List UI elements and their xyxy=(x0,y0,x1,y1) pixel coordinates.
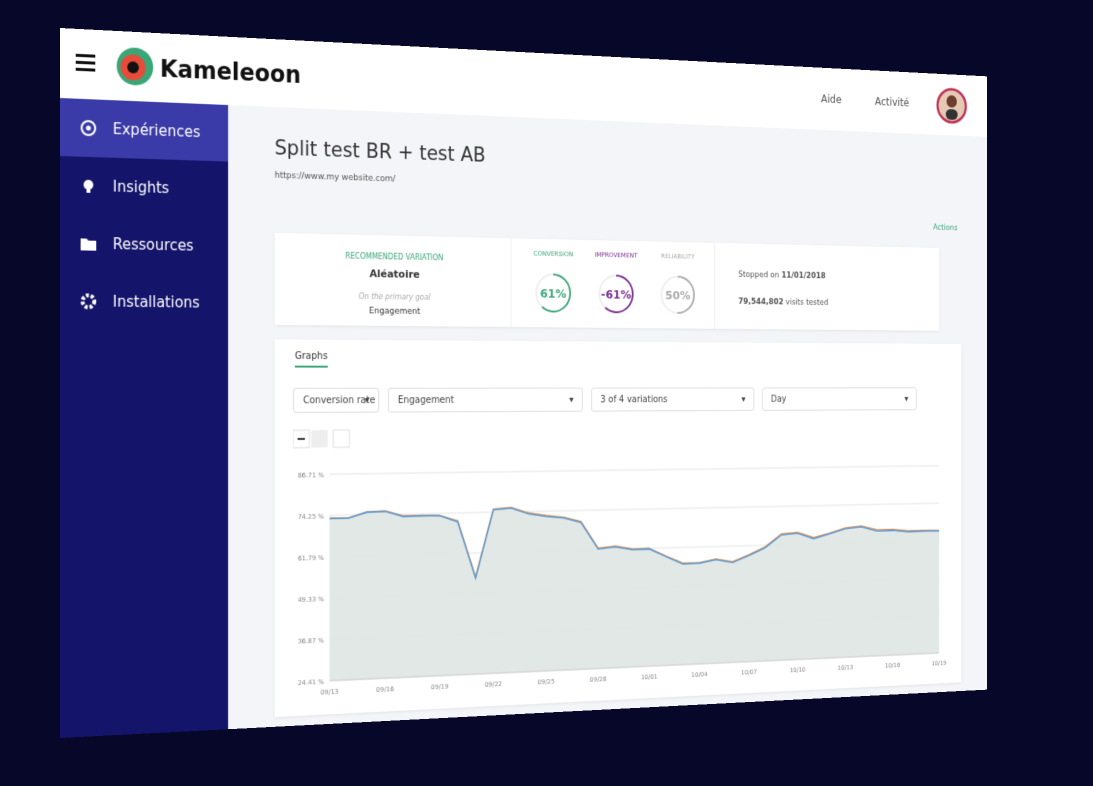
app-window: Kameleoon Aide Activité Expériences Insi… xyxy=(60,28,988,738)
header: Kameleoon Aide Activité xyxy=(60,28,988,137)
stopped-info: Stopped on 11/01/2018 xyxy=(738,270,825,280)
nav-item[interactable]: Installations xyxy=(60,272,228,331)
header-icons xyxy=(75,53,96,72)
chart: 24.41 % 36.87 % 49.33 % 61.79 % 74.25 % 86.71… xyxy=(298,452,947,697)
x-tick-label: 10/01 xyxy=(641,673,658,681)
x-tick-label: 10/07 xyxy=(741,668,757,676)
recommended-label: RECOMMENDED VARIATION xyxy=(345,251,444,263)
nav-item[interactable]: Insights xyxy=(60,156,228,218)
y-tick-label: 86.71 % xyxy=(298,471,325,479)
recommended-value: Aléatoire xyxy=(369,267,420,281)
actions-menu[interactable]: Actions xyxy=(933,223,958,233)
y-tick-label: 61.79 % xyxy=(298,554,325,562)
summary-card: RECOMMENDED VARIATION Aléatoire On the p… xyxy=(274,232,940,331)
visits-info: 79,544,802 visits tested xyxy=(738,297,828,307)
graph-card: Graphs Conversion rate Engagement 3 of 4… xyxy=(274,339,962,718)
grid-line xyxy=(330,503,939,515)
area-fill xyxy=(329,499,940,681)
activity-link[interactable]: Activité xyxy=(874,95,910,110)
goal-label: On the primary goal xyxy=(358,292,431,302)
stats: CONVERSION 61% IMPROVEMENT -61% RELIABILITY 5… xyxy=(515,250,714,328)
graphs-tab[interactable]: Graphs xyxy=(294,351,328,368)
goal-value: Engagement xyxy=(369,306,421,317)
stat-label: IMPROVEMENT xyxy=(595,251,639,259)
filter-select[interactable]: 3 of 4 variations xyxy=(591,387,755,412)
x-tick-label: 09/13 xyxy=(320,688,338,697)
page-title: Split test BR + test AB xyxy=(274,136,486,167)
filter-select[interactable]: Day xyxy=(762,387,917,411)
stat-label: RELIABILITY xyxy=(661,253,695,261)
y-tick-label: 24.41 % xyxy=(298,678,325,687)
nav-label: Ressources xyxy=(112,235,194,255)
stopped-date: 11/01/2018 xyxy=(781,271,826,281)
nav-item[interactable]: Ressources xyxy=(60,214,228,275)
y-tick-label: 74.25 % xyxy=(298,513,325,521)
nav-label: Insights xyxy=(112,177,170,198)
logo-text: Kameleoon xyxy=(159,54,301,89)
nav-label: Expériences xyxy=(112,120,201,142)
sidebar: Expériences Insights Ressources Installa… xyxy=(60,98,229,738)
x-tick-label: 10/10 xyxy=(790,666,806,674)
x-tick-label: 10/13 xyxy=(838,664,854,672)
visits-count: 79,544,802 xyxy=(738,297,784,308)
filter-select[interactable]: Conversion rate xyxy=(293,387,380,413)
x-tick-label: 09/25 xyxy=(538,678,555,686)
x-tick-label: 09/22 xyxy=(485,680,502,688)
y-tick-label: 36.87 % xyxy=(298,637,325,646)
nav-item[interactable]: Expériences xyxy=(60,98,229,162)
grid-line xyxy=(330,466,939,475)
logo-mark xyxy=(116,46,154,87)
help-link[interactable]: Aide xyxy=(820,92,842,106)
stat-value: 61% xyxy=(540,287,566,301)
x-tick-label: 09/16 xyxy=(376,685,394,694)
nav-label: Installations xyxy=(112,292,200,312)
stat-label: CONVERSION xyxy=(533,250,573,258)
stat-value: 50% xyxy=(665,289,690,303)
main: Split test BR + test AB https://www.my w… xyxy=(228,105,987,729)
page-url: https://www.my website.com/ xyxy=(274,170,396,185)
stopped-label: Stopped on xyxy=(738,270,780,281)
x-tick-label: 10/04 xyxy=(691,671,708,679)
x-tick-label: 10/16 xyxy=(885,662,900,670)
stat-value: -61% xyxy=(601,288,631,302)
avatar[interactable] xyxy=(935,86,968,126)
x-tick-label: 09/19 xyxy=(431,683,449,691)
filter-select[interactable]: Engagement xyxy=(388,387,583,413)
y-tick-label: 49.33 % xyxy=(298,595,325,604)
x-tick-label: 10/19 xyxy=(932,660,947,668)
x-tick-label: 09/28 xyxy=(590,675,607,683)
visits-label: visits tested xyxy=(785,298,829,308)
zoom-controls[interactable] xyxy=(293,428,366,450)
